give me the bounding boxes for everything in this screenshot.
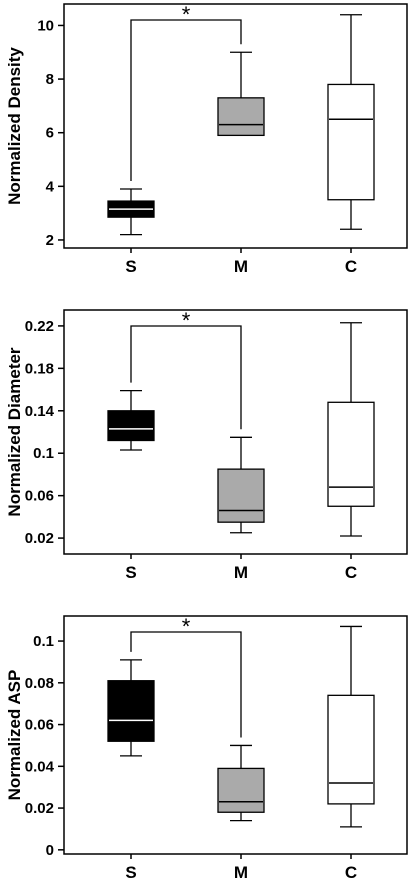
y-tick-label: 0.06 <box>25 717 54 734</box>
box-iqr <box>217 767 265 813</box>
y-axis-ticks: 0 0.02 0.04 0.06 0.08 0.1 <box>25 633 64 859</box>
box-c <box>327 322 375 537</box>
x-tick-label-m: M <box>234 563 248 582</box>
y-tick-label: 0 <box>46 842 54 859</box>
x-tick-label-s: S <box>125 863 136 879</box>
box-iqr <box>327 401 375 507</box>
significance-bracket: * <box>130 2 242 182</box>
box-iqr <box>217 97 265 137</box>
significance-star: * <box>182 308 191 333</box>
x-tick-label-s: S <box>125 257 136 276</box>
plot-frame <box>63 309 408 555</box>
panel-diameter: Normalized Diameter 0.020.060.10.140.180… <box>5 308 408 582</box>
box-iqr <box>107 680 155 742</box>
significance-star: * <box>182 614 191 639</box>
bracket-line <box>130 325 242 430</box>
x-tick-label-c: C <box>345 257 357 276</box>
box-m <box>217 436 265 534</box>
x-tick-label-m: M <box>234 257 248 276</box>
boxes <box>107 14 375 236</box>
significance-bracket: * <box>130 308 242 430</box>
y-tick-label: 10 <box>37 17 54 34</box>
box-s <box>107 188 155 236</box>
x-tick-label-c: C <box>345 563 357 582</box>
box-s <box>107 659 155 757</box>
y-tick-label: 0.18 <box>25 360 54 377</box>
y-tick-label: 0.1 <box>33 633 54 650</box>
box-iqr <box>327 694 375 805</box>
x-tick-label-c: C <box>345 863 357 879</box>
y-tick-label: 2 <box>46 232 54 249</box>
y-tick-label: 0.22 <box>25 318 54 335</box>
y-axis-ticks: 2 4 6 8 10 <box>37 17 64 249</box>
boxes <box>107 625 375 828</box>
box-m <box>217 51 265 137</box>
bracket-line <box>130 631 242 738</box>
y-axis-label: Normalized Diameter <box>5 347 24 516</box>
x-tick-label-m: M <box>234 863 248 879</box>
plot-frame <box>63 3 408 249</box>
box-m <box>217 744 265 822</box>
y-axis-label: Normalized ASP <box>5 670 24 801</box>
y-axis-label: Normalized Density <box>5 47 24 205</box>
y-axis-ticks: 0.02 0.06 0.1 0.14 0.18 0.22 <box>25 318 64 547</box>
y-tick-label: 6 <box>46 125 54 142</box>
y-tick-label: 0.06 <box>25 488 54 505</box>
y-tick-label: 4 <box>46 178 55 195</box>
box-c <box>327 14 375 230</box>
box-iqr <box>107 410 155 442</box>
y-tick-label: 0.04 <box>25 758 55 775</box>
y-tick-label: 0.14 <box>25 403 55 420</box>
plot-frame <box>63 615 408 855</box>
y-tick-label: 0.1 <box>33 445 54 462</box>
significance-star: * <box>182 2 191 27</box>
y-tick-label: 8 <box>46 71 54 88</box>
x-tick-label-s: S <box>125 563 136 582</box>
bracket-line <box>130 19 242 182</box>
y-tick-label: 0.08 <box>25 675 54 692</box>
box-iqr <box>217 468 265 523</box>
y-tick-label: 0.02 <box>25 530 54 547</box>
boxes <box>107 322 375 537</box>
significance-bracket: * <box>130 614 242 738</box>
box-iqr <box>327 83 375 201</box>
y-tick-label: 0.02 <box>25 800 54 817</box>
box-s <box>107 389 155 451</box>
box-c <box>327 625 375 828</box>
panel-density: Normalized Density 2 4 6 8 10 S M C * <box>5 2 408 276</box>
